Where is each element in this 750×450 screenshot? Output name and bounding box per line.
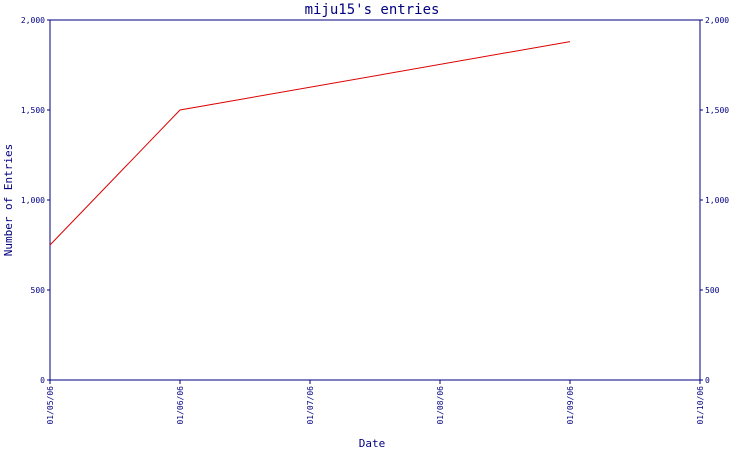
y-tick-label-right: 500	[705, 286, 720, 295]
y-tick-label-right: 1,000	[705, 196, 729, 205]
x-tick-label: 01/09/06	[566, 386, 575, 425]
chart-title: miju15's entries	[305, 2, 440, 18]
x-tick-label: 01/08/06	[436, 386, 445, 425]
y-tick-label-right: 2,000	[705, 16, 729, 25]
y-tick-label-left: 0	[40, 376, 45, 385]
x-tick-label: 01/07/06	[306, 386, 315, 425]
y-tick-label-right: 0	[705, 376, 710, 385]
y-axis-left: 0 500 1,000 1,500 2,000	[21, 16, 50, 385]
x-tick-label: 01/05/06	[46, 386, 55, 425]
plot-frame	[49, 19, 701, 381]
series-group	[49, 41, 571, 246]
y-tick-label-left: 500	[31, 286, 46, 295]
y-tick-label-left: 2,000	[21, 16, 45, 25]
y-tick-label-left: 1,000	[21, 196, 45, 205]
y-tick-label-right: 1,500	[705, 106, 729, 115]
y-axis-label: Number of Entries	[2, 144, 15, 257]
y-tick-label-left: 1,500	[21, 106, 45, 115]
x-axis: 01/05/06 01/06/06 01/07/06 01/08/06 01/09/06…	[46, 380, 705, 425]
series-line	[49, 41, 571, 246]
x-axis-label: Date	[359, 437, 386, 450]
x-tick-label: 01/06/06	[176, 386, 185, 425]
x-tick-label: 01/10/06	[696, 386, 705, 425]
y-axis-right: 0 500 1,000 1,500 2,000	[700, 16, 729, 385]
